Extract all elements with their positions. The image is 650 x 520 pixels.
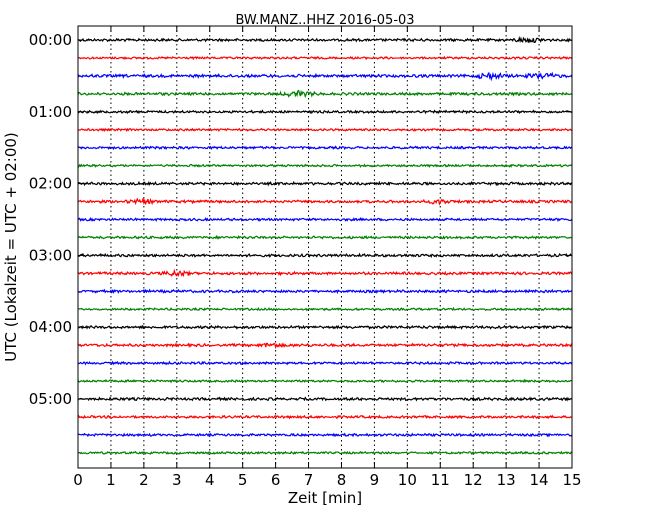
x-tick-label-2: 2 [139, 471, 149, 489]
trace-row-0030 [77, 71, 573, 82]
x-tick-label-13: 13 [497, 471, 516, 489]
trace-row-0500 [77, 396, 573, 402]
y-tick-label-0300: 03:00 [29, 246, 72, 264]
trace-row-0145 [77, 163, 573, 168]
y-axis-title: UTC (Lokalzeit = UTC + 02:00) [2, 132, 20, 362]
trace-row-0245 [77, 234, 573, 240]
x-tick-label-6: 6 [271, 471, 281, 489]
trace-row-0000 [77, 35, 573, 44]
x-tick-label-10: 10 [398, 471, 417, 489]
x-tick-label-12: 12 [464, 471, 483, 489]
x-tick-label-14: 14 [530, 471, 549, 489]
trace-row-0400 [77, 324, 573, 330]
trace-row-0215 [77, 197, 573, 206]
x-tick-label-4: 4 [205, 471, 215, 489]
y-tick-label-0000: 00:00 [29, 31, 72, 49]
tick-layer: 0 1 2 3 4 5 6 7 8 9 10 11 12 13 14 1500:0001:0002:0003:… [29, 26, 582, 489]
trace-row-0315 [77, 268, 573, 278]
x-tick-label-1: 1 [106, 471, 116, 489]
trace-row-0530 [77, 432, 573, 438]
trace-row-0230 [77, 216, 573, 222]
x-tick-label-15: 15 [562, 471, 581, 489]
trace-layer [77, 35, 573, 456]
trace-row-0445 [77, 378, 573, 384]
trace-row-0045 [77, 89, 573, 99]
chart-title: BW.MANZ..HHZ 2016-05-03 [235, 13, 414, 28]
trace-row-0015 [77, 55, 573, 61]
x-tick-label-11: 11 [431, 471, 450, 489]
x-tick-label-5: 5 [238, 471, 248, 489]
y-tick-label-0200: 02:00 [29, 175, 72, 193]
trace-row-0345 [77, 306, 573, 312]
trace-row-0130 [77, 145, 573, 151]
x-tick-label-8: 8 [337, 471, 347, 489]
x-tick-label-9: 9 [370, 471, 380, 489]
x-tick-label-7: 7 [304, 471, 314, 489]
trace-row-0100 [77, 109, 573, 115]
trace-row-0430 [77, 360, 573, 366]
y-tick-label-0500: 05:00 [29, 390, 72, 408]
grid-layer [110, 26, 540, 468]
trace-row-0330 [77, 288, 573, 295]
x-axis-title: Zeit [min] [288, 489, 362, 507]
x-tick-label-3: 3 [172, 471, 182, 489]
trace-row-0415 [77, 342, 573, 350]
trace-row-0115 [77, 127, 573, 132]
y-tick-label-0100: 01:00 [29, 103, 72, 121]
trace-row-0300 [77, 252, 573, 259]
trace-row-0545 [77, 450, 573, 456]
plot-frame [77, 25, 573, 469]
trace-row-0200 [77, 180, 573, 187]
y-tick-label-0400: 04:00 [29, 318, 72, 336]
x-tick-label-0: 0 [73, 471, 83, 489]
trace-row-0515 [77, 414, 573, 420]
